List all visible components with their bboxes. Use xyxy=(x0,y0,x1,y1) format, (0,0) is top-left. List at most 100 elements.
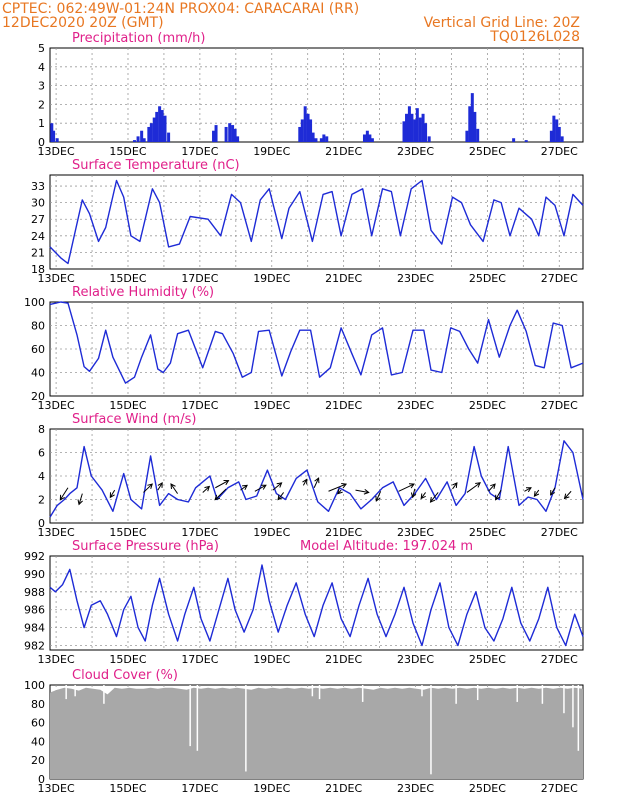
y-tick-label: 24 xyxy=(31,230,45,243)
precip-bar xyxy=(415,108,419,142)
y-tick-label: 30 xyxy=(31,197,45,210)
precip-bar xyxy=(306,113,310,142)
wind-arrow-head xyxy=(214,494,221,501)
x-tick-label: 27DEC xyxy=(541,272,578,285)
cloud-cover-area xyxy=(50,687,583,779)
y-tick-label: 990 xyxy=(24,568,45,581)
precip-bar xyxy=(152,117,156,142)
wind-arrow-head xyxy=(452,482,458,488)
wind-arrow-shaft xyxy=(398,483,415,492)
x-tick-label: 17DEC xyxy=(181,526,218,539)
precip-bar xyxy=(421,113,425,142)
wind-arrow-shaft xyxy=(313,477,320,488)
header-station-line: CPTEC: 062:49W-01:24N PROX04: CARACARAI … xyxy=(2,1,359,17)
precip-bar xyxy=(322,134,326,142)
wind-arrow-head xyxy=(429,497,436,503)
precip-bar xyxy=(427,136,431,142)
wind-arrow-head xyxy=(420,493,426,500)
y-tick-label: 18 xyxy=(31,263,45,276)
y-tick-label: 80 xyxy=(31,698,45,711)
precip-bar xyxy=(325,136,329,142)
x-tick-label: 23DEC xyxy=(397,272,434,285)
x-tick-label: 15DEC xyxy=(109,145,146,158)
y-tick-label: 2 xyxy=(38,98,45,111)
wind-arrow-shaft xyxy=(59,487,69,501)
panel-4: 982 984 986 988 990 992 13DEC 15DEC 17DEC 19DEC 21… xyxy=(24,539,584,666)
y-tick-label: 1 xyxy=(38,117,45,130)
wind-arrow-head xyxy=(410,492,417,499)
wind-arrow-head xyxy=(59,494,65,501)
precip-bar xyxy=(231,125,235,142)
x-tick-label: 19DEC xyxy=(253,272,290,285)
wind-arrow-shaft xyxy=(202,486,210,493)
precip-bar xyxy=(140,130,144,142)
y-tick-label: 8 xyxy=(38,423,45,436)
precip-bar xyxy=(368,134,372,142)
x-tick-label: 25DEC xyxy=(469,145,506,158)
x-tick-label: 13DEC xyxy=(38,782,75,795)
precip-bar xyxy=(476,128,480,142)
y-tick-label: 20 xyxy=(31,754,45,767)
wind-arrow-shaft xyxy=(157,482,163,491)
wind-arrow-head xyxy=(526,487,532,493)
precip-bar xyxy=(555,119,559,142)
y-tick-label: 27 xyxy=(31,213,45,226)
x-tick-label: 23DEC xyxy=(397,526,434,539)
precip-bar xyxy=(560,136,564,142)
wind-arrow-shaft xyxy=(143,483,153,493)
wind-arrow-shaft xyxy=(550,487,556,496)
y-tick-label: 986 xyxy=(24,604,45,617)
wind-arrow-shaft xyxy=(254,484,267,492)
x-tick-label: 17DEC xyxy=(181,653,218,666)
precip-bar xyxy=(512,138,516,142)
y-tick-label: 3 xyxy=(38,80,45,93)
precip-bar xyxy=(50,123,54,142)
wind-arrow-shaft xyxy=(302,479,308,486)
precip-bar xyxy=(158,106,162,142)
wind-arrow-shaft xyxy=(533,489,540,497)
y-tick-label: 5 xyxy=(38,42,45,55)
x-tick-label: 25DEC xyxy=(469,272,506,285)
x-tick-label: 15DEC xyxy=(109,653,146,666)
x-tick-label: 21DEC xyxy=(325,526,362,539)
wind-arrow-shaft xyxy=(277,492,285,500)
precip-bar xyxy=(362,134,366,142)
x-tick-label: 21DEC xyxy=(325,653,362,666)
wind-arrow-head xyxy=(341,483,348,489)
y-tick-label: 988 xyxy=(24,586,45,599)
y-tick-label: 100 xyxy=(24,679,45,692)
precip-bar xyxy=(473,111,477,142)
wind-arrow-head xyxy=(204,485,211,492)
y-tick-label: 982 xyxy=(24,640,45,653)
wind-arrow-head xyxy=(475,482,481,488)
header-grid-line-note: Vertical Grid Line: 20Z xyxy=(424,15,580,31)
panel-title: Precipitation (mm/h) xyxy=(72,31,205,46)
x-tick-label: 27DEC xyxy=(541,526,578,539)
precip-bar xyxy=(549,130,553,142)
y-tick-label: 2 xyxy=(38,494,45,507)
x-tick-label: 25DEC xyxy=(469,399,506,412)
precip-bar xyxy=(465,130,469,142)
precip-bar xyxy=(413,119,417,142)
x-tick-label: 13DEC xyxy=(38,653,75,666)
precip-bar xyxy=(212,130,216,142)
x-tick-label: 17DEC xyxy=(181,399,218,412)
wind-arrow-head xyxy=(375,495,381,502)
precip-bar xyxy=(224,126,228,142)
wind-arrow-head xyxy=(170,483,176,490)
panel-2: 20 40 60 80 100 13DEC 15DEC 17DEC 19DEC 21DEC 23DE… xyxy=(24,285,584,412)
series-line xyxy=(49,564,584,647)
x-tick-label: 17DEC xyxy=(181,272,218,285)
precip-bar xyxy=(524,140,528,142)
wind-arrow-head xyxy=(276,482,283,488)
precip-bar xyxy=(407,106,411,142)
panel-title: Cloud Cover (%) xyxy=(72,668,178,683)
x-tick-label: 13DEC xyxy=(38,145,75,158)
wind-arrow-head xyxy=(314,477,320,484)
x-tick-label: 21DEC xyxy=(325,272,362,285)
wind-arrow-head xyxy=(77,499,83,506)
y-tick-label: 984 xyxy=(24,622,45,635)
y-tick-label: 0 xyxy=(38,773,45,786)
precip-bar xyxy=(309,119,313,142)
precip-bar xyxy=(52,130,56,142)
